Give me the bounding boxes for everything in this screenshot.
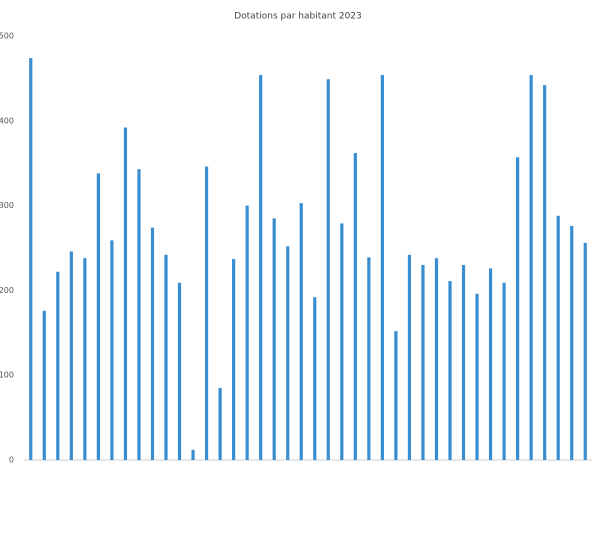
bar <box>475 293 479 460</box>
bar <box>340 223 344 460</box>
bar <box>556 215 560 460</box>
y-tick-label: 0 <box>9 456 14 465</box>
bar <box>583 242 587 460</box>
bar <box>245 205 249 460</box>
chart-title: Dotations par habitant 2023 <box>234 12 362 22</box>
bar <box>367 257 371 460</box>
bar <box>488 268 493 460</box>
bar <box>177 282 182 460</box>
bar <box>150 227 155 460</box>
bar <box>326 79 330 461</box>
y-tick-label: 100 <box>0 371 14 380</box>
bar <box>434 258 439 460</box>
bar <box>461 264 466 460</box>
bar <box>164 254 168 460</box>
bar <box>516 157 520 460</box>
bar <box>380 75 384 461</box>
y-tick-label: 500 <box>0 32 14 41</box>
bar <box>286 246 290 460</box>
y-tick-label: 200 <box>0 286 14 295</box>
bar <box>204 166 209 461</box>
bar <box>29 58 33 460</box>
bar <box>570 225 574 460</box>
bar <box>502 282 506 460</box>
bar <box>543 85 547 461</box>
bar <box>407 254 412 460</box>
bar <box>272 218 276 460</box>
bar <box>83 258 87 460</box>
bar <box>69 251 73 460</box>
bar <box>218 387 222 460</box>
bar <box>421 264 425 460</box>
y-tick-label: 400 <box>0 116 14 125</box>
bar <box>394 331 398 460</box>
bar <box>529 75 533 461</box>
bar <box>353 153 357 461</box>
bar <box>232 259 236 460</box>
bar <box>299 203 303 460</box>
bar <box>56 271 60 460</box>
bar <box>137 169 141 461</box>
bar <box>110 240 114 460</box>
bar <box>448 281 452 460</box>
y-tick-label: 300 <box>0 201 14 210</box>
bar <box>123 127 128 461</box>
bar <box>96 173 100 460</box>
bar <box>191 449 195 460</box>
bar <box>42 310 46 460</box>
bar <box>259 75 263 461</box>
bar <box>313 297 317 460</box>
